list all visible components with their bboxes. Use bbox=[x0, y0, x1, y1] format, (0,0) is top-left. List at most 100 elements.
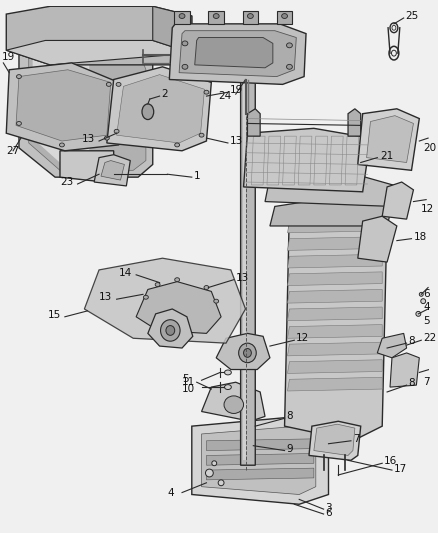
Polygon shape bbox=[192, 416, 328, 504]
Polygon shape bbox=[287, 272, 382, 286]
Ellipse shape bbox=[244, 349, 251, 357]
Ellipse shape bbox=[166, 326, 175, 335]
Text: 4: 4 bbox=[423, 302, 430, 312]
Polygon shape bbox=[6, 6, 192, 65]
Text: 20: 20 bbox=[423, 143, 436, 153]
Polygon shape bbox=[287, 360, 382, 374]
Ellipse shape bbox=[419, 293, 423, 296]
Text: 1: 1 bbox=[194, 171, 200, 181]
Text: 6: 6 bbox=[423, 289, 430, 300]
Text: 13: 13 bbox=[230, 136, 243, 146]
Ellipse shape bbox=[421, 298, 426, 304]
Text: 13: 13 bbox=[99, 292, 112, 302]
Text: 13: 13 bbox=[236, 273, 249, 282]
Ellipse shape bbox=[161, 320, 180, 341]
Text: 8: 8 bbox=[409, 378, 415, 388]
Text: 23: 23 bbox=[60, 177, 73, 187]
Polygon shape bbox=[287, 219, 382, 233]
Text: 24: 24 bbox=[218, 91, 231, 101]
Polygon shape bbox=[277, 11, 293, 24]
Text: 17: 17 bbox=[394, 464, 407, 474]
Polygon shape bbox=[287, 237, 382, 251]
Ellipse shape bbox=[179, 14, 185, 19]
Ellipse shape bbox=[142, 104, 154, 119]
Polygon shape bbox=[148, 309, 193, 348]
Ellipse shape bbox=[247, 14, 253, 19]
Text: 5: 5 bbox=[423, 316, 430, 326]
Polygon shape bbox=[287, 307, 382, 321]
Ellipse shape bbox=[416, 311, 421, 316]
Polygon shape bbox=[206, 468, 314, 480]
Polygon shape bbox=[174, 11, 190, 24]
Polygon shape bbox=[287, 377, 382, 391]
Text: 7: 7 bbox=[423, 377, 430, 387]
Ellipse shape bbox=[155, 282, 160, 287]
Text: 13: 13 bbox=[81, 134, 95, 144]
Text: 14: 14 bbox=[119, 268, 132, 278]
Text: 2: 2 bbox=[162, 89, 168, 99]
Polygon shape bbox=[240, 60, 255, 465]
Polygon shape bbox=[107, 67, 211, 151]
Polygon shape bbox=[195, 37, 273, 68]
Polygon shape bbox=[179, 31, 296, 77]
Text: 6: 6 bbox=[325, 508, 332, 518]
Ellipse shape bbox=[199, 133, 204, 137]
Polygon shape bbox=[377, 333, 406, 358]
Polygon shape bbox=[390, 353, 419, 387]
Text: 11: 11 bbox=[182, 377, 195, 387]
Text: 27: 27 bbox=[6, 146, 20, 156]
Text: 25: 25 bbox=[406, 11, 419, 21]
Polygon shape bbox=[33, 39, 89, 165]
Polygon shape bbox=[285, 201, 387, 441]
Text: 18: 18 bbox=[413, 232, 427, 242]
Polygon shape bbox=[208, 11, 224, 24]
Polygon shape bbox=[19, 28, 153, 177]
Text: 8: 8 bbox=[409, 336, 415, 346]
Text: 21: 21 bbox=[380, 151, 393, 160]
Ellipse shape bbox=[116, 83, 121, 86]
Polygon shape bbox=[247, 109, 260, 136]
Ellipse shape bbox=[182, 41, 188, 46]
Polygon shape bbox=[153, 6, 192, 53]
Ellipse shape bbox=[225, 385, 231, 390]
Text: 19: 19 bbox=[230, 85, 243, 95]
Text: 8: 8 bbox=[286, 411, 293, 422]
Ellipse shape bbox=[204, 286, 209, 289]
Ellipse shape bbox=[60, 143, 64, 147]
Polygon shape bbox=[6, 63, 124, 151]
Polygon shape bbox=[201, 382, 265, 421]
Ellipse shape bbox=[214, 299, 219, 303]
Text: 4: 4 bbox=[167, 488, 174, 497]
Polygon shape bbox=[270, 197, 392, 226]
Ellipse shape bbox=[218, 480, 224, 486]
Polygon shape bbox=[136, 281, 221, 333]
Text: 19: 19 bbox=[1, 52, 14, 62]
Ellipse shape bbox=[175, 278, 180, 281]
Polygon shape bbox=[287, 254, 382, 268]
Text: 10: 10 bbox=[182, 384, 195, 394]
Polygon shape bbox=[85, 258, 246, 343]
Polygon shape bbox=[6, 41, 192, 65]
Ellipse shape bbox=[282, 14, 287, 19]
Polygon shape bbox=[16, 70, 111, 141]
Polygon shape bbox=[358, 109, 419, 171]
Ellipse shape bbox=[213, 14, 219, 19]
Polygon shape bbox=[206, 454, 314, 465]
Ellipse shape bbox=[204, 90, 209, 94]
Ellipse shape bbox=[286, 64, 293, 69]
Polygon shape bbox=[216, 333, 270, 369]
Polygon shape bbox=[101, 160, 124, 180]
Polygon shape bbox=[358, 216, 397, 262]
Text: 12: 12 bbox=[421, 204, 434, 214]
Polygon shape bbox=[309, 421, 361, 461]
Ellipse shape bbox=[286, 43, 293, 48]
Ellipse shape bbox=[225, 370, 231, 375]
Polygon shape bbox=[348, 109, 361, 136]
Ellipse shape bbox=[212, 461, 217, 466]
Polygon shape bbox=[117, 75, 205, 143]
Polygon shape bbox=[243, 11, 258, 24]
Ellipse shape bbox=[17, 122, 21, 125]
Ellipse shape bbox=[17, 75, 21, 78]
Ellipse shape bbox=[144, 295, 148, 299]
Polygon shape bbox=[382, 182, 413, 219]
